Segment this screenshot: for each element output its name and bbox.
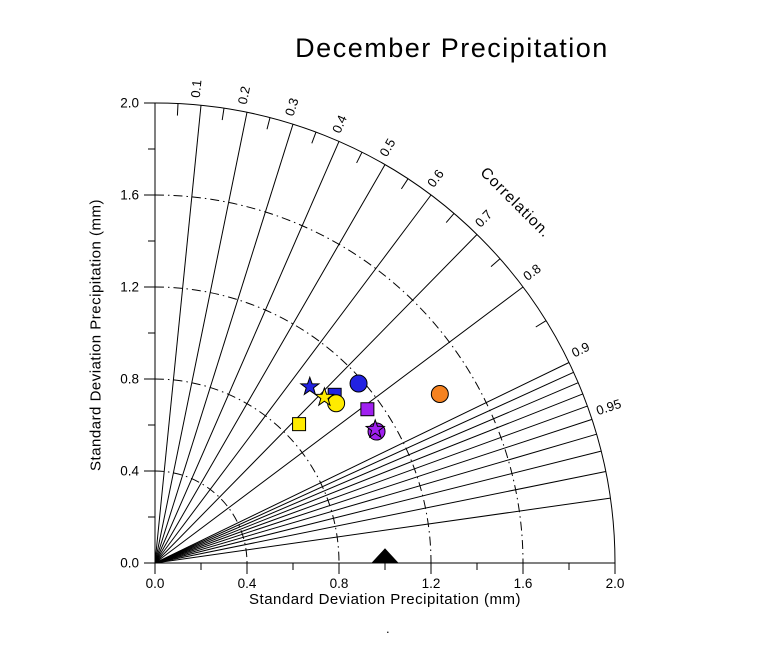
correlation-tick-label: 0.4: [329, 113, 350, 136]
data-point-star: [299, 375, 321, 396]
correlation-ray: [154, 470, 606, 564]
stray-mark: .: [386, 621, 390, 636]
correlation-minor-tick: [400, 178, 409, 190]
correlation-ray: [154, 371, 574, 564]
data-point-circle: [349, 374, 368, 393]
correlation-ray: [154, 450, 602, 564]
y-tick-label: 1.6: [120, 188, 139, 203]
correlation-ray: [154, 124, 294, 564]
correlation-ray: [154, 382, 579, 564]
correlation-ray: [154, 286, 524, 564]
data-point-star: [364, 418, 386, 439]
y-tick-label: 2.0: [120, 96, 139, 111]
y-tick-label: 0.8: [120, 372, 139, 387]
std-arc: [154, 378, 340, 564]
correlation-ray: [154, 234, 478, 564]
correlation-ray: [154, 433, 597, 564]
x-tick-label: 1.6: [514, 576, 533, 591]
correlation-minor-tick: [490, 258, 501, 268]
correlation-ray: [154, 497, 611, 564]
correlation-minor-tick: [221, 108, 225, 121]
correlation-tick-label: 0.6: [424, 167, 447, 190]
y-tick-label: 0.4: [120, 464, 139, 479]
correlation-tick-label: 0.8: [520, 261, 543, 284]
chart-title: December Precipitation: [295, 33, 609, 63]
x-tick-label: 0.0: [146, 576, 165, 591]
correlation-tick-label: 0.5: [376, 136, 398, 159]
correlation-axis-label: Correlation.: [477, 164, 554, 241]
correlation-ray: [154, 362, 570, 564]
correlation-minor-tick: [176, 103, 179, 116]
data-point-star: [313, 386, 335, 407]
x-tick-label: 0.8: [330, 576, 349, 591]
correlation-tick-label: 0.7: [472, 207, 495, 230]
correlation-ray: [154, 405, 588, 564]
correlation-ray: [154, 418, 593, 564]
correlation-ray: [154, 112, 248, 564]
x-tick-label: 0.4: [238, 576, 257, 591]
x-axis-title: Standard Deviation Precipitation (mm): [249, 591, 521, 608]
correlation-minor-tick: [356, 151, 363, 164]
correlation-tick-label: 0.9: [569, 339, 592, 360]
correlation-ray: [154, 194, 432, 564]
correlation-ray: [154, 393, 583, 564]
correlation-tick-label: 0.1: [188, 79, 205, 98]
correlation-tick-label: 0.95: [594, 396, 623, 418]
correlation-minor-tick: [266, 117, 271, 130]
outer-arc: [154, 102, 616, 564]
correlation-ray: [154, 105, 202, 564]
correlation-ray: [154, 141, 340, 564]
correlation-tick-label: 0.3: [282, 96, 302, 118]
y-tick-label: 0.0: [120, 556, 139, 571]
data-point-circle: [430, 384, 449, 403]
correlation-minor-tick: [535, 320, 547, 328]
y-axis-title: Standard Deviation Precipitation (mm): [87, 199, 105, 471]
data-point-square: [360, 402, 375, 417]
std-arc: [154, 286, 432, 564]
correlation-minor-tick: [311, 131, 317, 144]
std-arc: [154, 194, 524, 564]
x-tick-label: 2.0: [606, 576, 625, 591]
correlation-ray: [154, 164, 386, 564]
correlation-tick-label: 0.2: [235, 85, 253, 106]
data-point-square: [292, 417, 307, 432]
y-tick-label: 1.2: [120, 280, 139, 295]
x-tick-label: 1.2: [422, 576, 441, 591]
correlation-minor-tick: [445, 213, 455, 223]
reference-triangle: [371, 548, 399, 563]
